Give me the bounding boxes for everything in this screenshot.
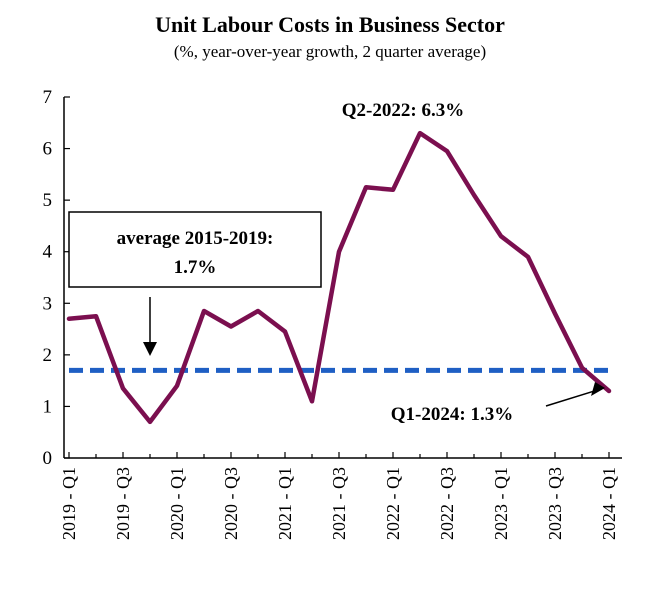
latest-arrow-head — [591, 381, 605, 396]
y-tick-label: 6 — [43, 139, 53, 160]
x-tick-label: 2020 - Q3 — [221, 467, 241, 540]
x-tick-label: 2019 - Q1 — [59, 467, 79, 540]
y-tick-label: 2 — [43, 345, 53, 366]
latest-arrow-shaft — [545, 388, 602, 407]
chart-title: Unit Labour Costs in Business Sector — [155, 12, 505, 37]
average-annotation-line2: 1.7% — [174, 257, 217, 278]
average-arrow-head — [143, 342, 157, 356]
average-annotation-line1: average 2015-2019: — [117, 228, 274, 249]
y-tick-label: 7 — [43, 87, 53, 108]
peak-annotation: Q2-2022: 6.3% — [342, 100, 464, 121]
x-tick-label: 2024 - Q1 — [599, 467, 619, 540]
x-tick-label: 2021 - Q3 — [329, 467, 349, 540]
y-tick-label: 5 — [43, 190, 53, 211]
y-tick-label: 0 — [43, 448, 53, 469]
x-tick-label: 2020 - Q1 — [167, 467, 187, 540]
latest-annotation: Q1-2024: 1.3% — [391, 404, 513, 425]
y-tick-label: 4 — [43, 242, 53, 263]
chart-subtitle: (%, year-over-year growth, 2 quarter ave… — [174, 42, 486, 61]
x-tick-label: 2023 - Q3 — [545, 467, 565, 540]
x-tick-label: 2022 - Q1 — [383, 467, 403, 540]
x-tick-label: 2021 - Q1 — [275, 467, 295, 540]
series-line-0 — [66, 130, 612, 425]
x-tick-label: 2023 - Q1 — [491, 467, 511, 540]
y-tick-label: 1 — [43, 396, 53, 417]
plot-area: 0 1 2 3 4 5 6 7 2019 - Q1 2019 - Q3 2020 - Q1 2020 … — [43, 87, 622, 540]
x-tick-label: 2019 - Q3 — [113, 467, 133, 540]
average-annotation-box — [68, 211, 322, 288]
x-tick-label: 2022 - Q3 — [437, 467, 457, 540]
y-tick-label: 3 — [43, 293, 53, 314]
